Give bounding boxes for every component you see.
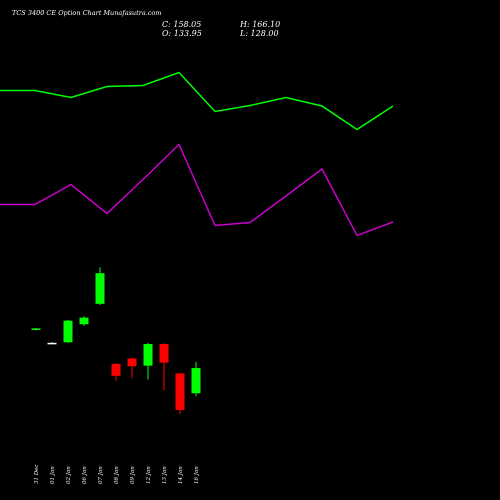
green-indicator-line bbox=[0, 71, 394, 131]
candle-body bbox=[143, 344, 153, 366]
candle-body bbox=[159, 344, 169, 363]
x-tick-label: 16 Jan bbox=[194, 466, 200, 484]
magenta-indicator-line bbox=[0, 143, 394, 237]
x-tick-label: 06 Jan bbox=[82, 466, 88, 484]
candle-body bbox=[31, 328, 41, 330]
candle-body bbox=[111, 363, 121, 376]
candle-body bbox=[47, 342, 57, 345]
x-tick-label: 13 Jan bbox=[162, 466, 168, 484]
candle-body bbox=[79, 317, 89, 325]
high-value: H: 166.10 bbox=[239, 20, 280, 29]
x-tick-label: 31 Dec bbox=[34, 465, 40, 485]
x-tick-label: 02 Jan bbox=[66, 466, 72, 484]
x-tick-label: 07 Jan bbox=[98, 466, 104, 484]
candle-body bbox=[191, 368, 201, 394]
x-tick-label: 12 Jan bbox=[146, 466, 152, 484]
x-tick-label: 01 Jan bbox=[50, 466, 56, 484]
candle-body bbox=[95, 273, 105, 304]
candles-group bbox=[31, 267, 201, 415]
x-tick-label: 08 Jan bbox=[114, 466, 120, 484]
chart-title: TCS 3400 CE Option Chart Munafasutra.com bbox=[12, 9, 161, 17]
x-tick-label: 14 Jan bbox=[178, 466, 184, 484]
candle-body bbox=[175, 373, 185, 411]
candle-body bbox=[127, 358, 137, 367]
close-value: C: 158.05 bbox=[162, 20, 201, 29]
candle-body bbox=[63, 320, 73, 343]
open-value: O: 133.95 bbox=[162, 29, 202, 38]
x-tick-label: 09 Jan bbox=[130, 466, 136, 484]
low-value: L: 128.00 bbox=[239, 29, 279, 38]
x-axis-labels: 31 Dec 01 Jan 02 Jan 06 Jan 07 Jan 08 Jan 09 J… bbox=[34, 465, 200, 485]
